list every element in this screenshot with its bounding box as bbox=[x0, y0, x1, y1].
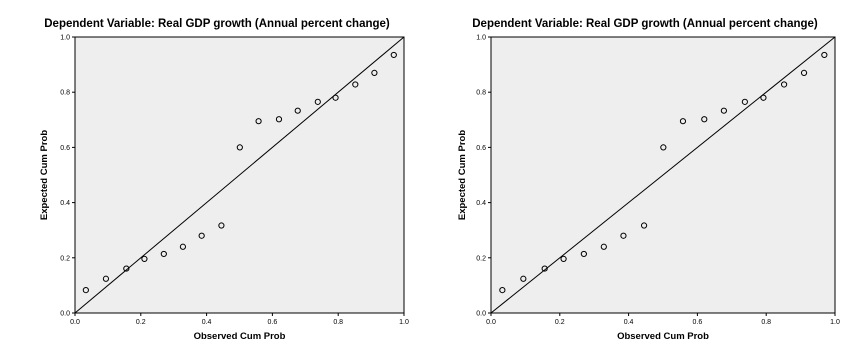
x-tick-label: 1.0 bbox=[830, 319, 840, 326]
y-axis-label: Expected Cum Prob bbox=[457, 130, 468, 220]
data-point bbox=[640, 222, 648, 229]
data-point bbox=[141, 255, 148, 263]
chart-panel-2: Dependent Variable: Real GDP growth (Ann… bbox=[457, 18, 840, 342]
data-point bbox=[390, 51, 397, 59]
data-point bbox=[218, 222, 225, 229]
x-tick-label: 0.4 bbox=[624, 319, 634, 326]
data-point bbox=[499, 286, 506, 294]
reference-line bbox=[490, 36, 836, 314]
y-tick-label: 0.4 bbox=[60, 200, 70, 207]
y-tick-label: 0.8 bbox=[60, 90, 70, 97]
x-tick-label: 0.4 bbox=[202, 319, 212, 326]
x-axis-label: Observed Cum Prob bbox=[617, 331, 709, 342]
y-tick-label: 0.2 bbox=[60, 255, 70, 262]
data-point bbox=[314, 98, 321, 105]
data-point bbox=[520, 275, 527, 282]
chart-title: Dependent Variable: Real GDP growth (Ann… bbox=[472, 18, 818, 30]
x-tick-label: 0.6 bbox=[268, 319, 278, 326]
data-points bbox=[499, 51, 828, 294]
x-tick-label: 0.0 bbox=[486, 319, 496, 326]
data-point bbox=[620, 232, 627, 239]
data-point bbox=[560, 255, 567, 263]
y-tick-label: 0.2 bbox=[476, 255, 486, 262]
x-tick-label: 0.6 bbox=[693, 319, 703, 326]
y-axis: 0.0 0.2 0.4 0.6 0.8 1.0 bbox=[60, 35, 75, 318]
data-point bbox=[82, 286, 89, 294]
y-axis: 0.0 0.2 0.4 0.6 0.8 1.0 bbox=[476, 35, 491, 318]
x-axis: 0.0 0.2 0.4 0.6 0.8 1.0 bbox=[70, 313, 409, 326]
data-point bbox=[701, 116, 708, 123]
data-point bbox=[580, 250, 587, 258]
data-point bbox=[541, 265, 548, 272]
data-point bbox=[236, 144, 243, 151]
y-tick-label: 1.0 bbox=[476, 35, 486, 42]
y-tick-label: 0.8 bbox=[476, 90, 486, 97]
y-tick-label: 0.0 bbox=[60, 311, 70, 318]
data-point bbox=[294, 107, 301, 114]
data-point bbox=[123, 265, 130, 272]
data-points bbox=[82, 51, 397, 294]
y-tick-label: 1.0 bbox=[60, 35, 70, 42]
data-point bbox=[102, 275, 110, 282]
data-point bbox=[600, 243, 607, 250]
data-point bbox=[198, 232, 205, 239]
chart-panel-1: Dependent Variable: Real GDP growth (Ann… bbox=[39, 18, 409, 342]
data-point bbox=[780, 81, 788, 88]
x-tick-label: 0.2 bbox=[136, 319, 146, 326]
data-point bbox=[352, 81, 359, 88]
x-tick-label: 0.8 bbox=[333, 319, 343, 326]
y-tick-label: 0.6 bbox=[476, 145, 486, 152]
data-point bbox=[741, 98, 748, 105]
data-point bbox=[679, 118, 687, 125]
data-point bbox=[660, 144, 667, 151]
data-point bbox=[371, 69, 378, 76]
data-point bbox=[275, 116, 283, 123]
data-point bbox=[760, 94, 767, 101]
x-tick-label: 0.2 bbox=[555, 319, 565, 326]
reference-line bbox=[74, 36, 405, 314]
data-point bbox=[821, 51, 828, 59]
x-axis: 0.0 0.2 0.4 0.6 0.8 1.0 bbox=[486, 313, 840, 326]
x-axis-label: Observed Cum Prob bbox=[194, 331, 286, 342]
data-point bbox=[179, 243, 187, 250]
x-tick-label: 0.8 bbox=[761, 319, 771, 326]
y-tick-label: 0.4 bbox=[476, 200, 486, 207]
data-point bbox=[160, 250, 167, 258]
y-tick-label: 0.6 bbox=[60, 145, 70, 152]
y-tick-label: 0.0 bbox=[476, 311, 486, 318]
x-tick-label: 0.0 bbox=[70, 319, 80, 326]
data-point bbox=[332, 94, 339, 101]
y-axis-label: Expected Cum Prob bbox=[39, 130, 50, 220]
data-point bbox=[255, 118, 262, 125]
data-point bbox=[800, 69, 808, 76]
x-tick-label: 1.0 bbox=[399, 319, 409, 326]
chart-title: Dependent Variable: Real GDP growth (Ann… bbox=[44, 18, 390, 30]
data-point bbox=[720, 107, 727, 114]
